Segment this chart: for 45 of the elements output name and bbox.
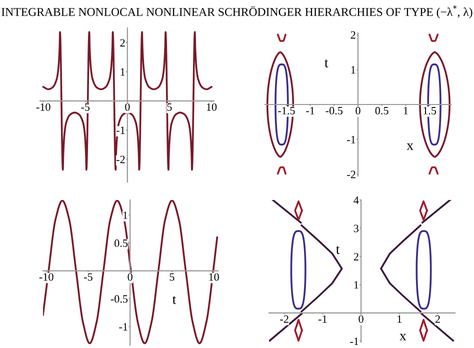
- x-tick-label: 0: [358, 315, 364, 323]
- x-axis-title: t: [172, 296, 176, 304]
- chart-title: INTEGRABLE NONLOCAL NONLINEAR SCHRÖDINGER HIERARCHIES OF TYPE (−λ$^{*}$, λ): [2, 5, 472, 18]
- x-tick-label: -1.5: [278, 106, 295, 114]
- x-tick-label: 1: [398, 315, 402, 323]
- y-axis-title: t: [324, 59, 328, 68]
- x-tick-label: 1.5: [424, 106, 436, 114]
- y-tick-label: 2: [120, 39, 125, 46]
- y-tick-label: -1: [116, 126, 125, 134]
- y-tick-label: 0.5: [114, 239, 128, 247]
- x-tick-label: -1: [318, 315, 327, 323]
- x-tick-label: 5: [167, 103, 172, 111]
- x-tick-label: 2: [435, 315, 440, 323]
- y-tick-label: 2: [350, 31, 356, 39]
- x-tick-label: 0: [125, 103, 130, 111]
- y-tick-label: -1: [119, 323, 128, 330]
- y-tick-label: 4: [354, 196, 359, 204]
- x-tick-label: -5: [84, 273, 92, 281]
- y-axis-title: t: [336, 246, 340, 254]
- x-axis-title: x: [400, 334, 406, 340]
- x-tick-label: -1: [306, 106, 314, 114]
- y-tick-label: 1: [120, 68, 125, 76]
- x-tick-label: 10: [209, 273, 219, 281]
- x-tick-label: 0: [356, 106, 360, 114]
- x-tick-label: 1: [404, 106, 408, 114]
- x-tick-label: 5: [170, 273, 174, 281]
- x-tick-label: -2: [280, 315, 288, 323]
- x-tick-label: -10: [39, 273, 54, 281]
- y-tick-label: 3: [354, 224, 359, 232]
- y-tick-label: 2: [354, 252, 358, 260]
- y-tick-label: 1: [123, 212, 128, 219]
- y-tick-label: -1: [347, 136, 356, 144]
- x-tick-label: -0.5: [326, 106, 343, 114]
- y-tick-label: -2: [116, 156, 125, 164]
- x-tick-label: -10: [36, 103, 50, 111]
- y-tick-label: -1: [350, 338, 358, 346]
- y-tick-label: -0.5: [110, 295, 128, 303]
- x-tick-label: 10: [206, 103, 217, 111]
- y-tick-label: 1: [354, 281, 358, 289]
- y-tick-label: 1: [351, 66, 356, 74]
- y-tick-label: -2: [347, 170, 356, 178]
- x-tick-label: 0.5: [375, 106, 388, 114]
- x-tick-label: -5: [81, 103, 90, 111]
- x-tick-label: 0: [128, 273, 132, 281]
- x-axis-title: x: [406, 144, 414, 150]
